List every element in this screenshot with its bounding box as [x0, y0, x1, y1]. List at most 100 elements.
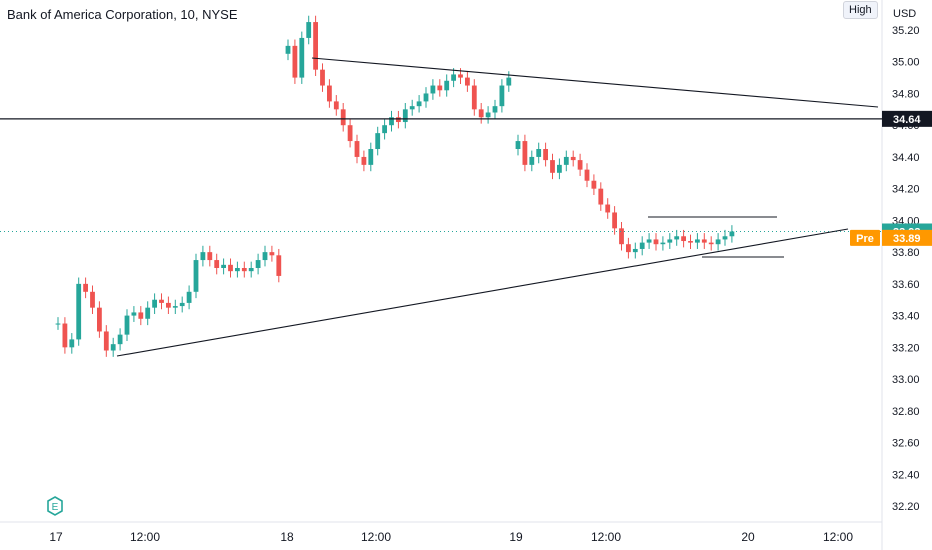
- candle-body: [577, 160, 583, 170]
- candle-body: [536, 149, 542, 157]
- candles-layer: [55, 15, 735, 357]
- x-tick-label: 12:00: [361, 530, 391, 544]
- x-axis: 17 12:00 18 12:00 19 12:00 20 12:00: [49, 530, 853, 544]
- candle-body: [200, 252, 206, 261]
- upper-trendline: [311, 57, 879, 108]
- candle-body: [103, 331, 109, 351]
- candle-body: [375, 133, 381, 149]
- y-tick-label: 32.60: [892, 438, 920, 450]
- x-tick-label: 12:00: [823, 530, 853, 544]
- candle-body: [639, 242, 645, 249]
- candle-body: [145, 307, 151, 319]
- earnings-e-icon[interactable]: E: [46, 496, 64, 516]
- candle-body: [347, 125, 353, 142]
- x-tick-label: 18: [280, 530, 294, 544]
- y-tick-label: 32.20: [892, 501, 920, 513]
- candle-body: [674, 236, 680, 240]
- candle-body: [69, 339, 75, 348]
- candle-body: [354, 141, 360, 157]
- candle-body: [131, 312, 137, 316]
- candle-body: [299, 37, 305, 78]
- currency-label: USD: [893, 8, 917, 20]
- candle-body: [598, 188, 604, 205]
- candle-body: [722, 236, 728, 240]
- price-badge: [882, 229, 932, 246]
- candle-body: [228, 264, 233, 272]
- candle-body: [563, 156, 569, 165]
- candle-body: [570, 156, 576, 161]
- candle-body: [681, 236, 686, 242]
- high-button[interactable]: High: [843, 1, 878, 19]
- candle-body: [320, 69, 325, 86]
- y-tick-label: 33.20: [892, 342, 920, 354]
- pre-market-badge: [850, 229, 880, 246]
- candle-body: [368, 149, 374, 165]
- candle-body: [626, 244, 631, 253]
- candle-body: [166, 302, 171, 308]
- candle-body: [701, 239, 707, 243]
- candle-body: [193, 260, 199, 292]
- candle-body: [416, 101, 422, 107]
- candle-body: [688, 241, 693, 243]
- candle-body: [619, 228, 624, 245]
- price-badge: [882, 110, 932, 127]
- candle-body: [667, 239, 673, 243]
- candle-body: [729, 231, 735, 237]
- y-tick-label: 34.20: [892, 184, 920, 196]
- candle-body: [660, 242, 666, 245]
- y-tick-label: 33.60: [892, 279, 920, 291]
- candle-body: [179, 302, 185, 307]
- candle-body: [715, 239, 721, 245]
- candle-body: [117, 334, 123, 345]
- candle-body: [612, 212, 617, 229]
- candle-body: [83, 283, 88, 292]
- candle-body: [632, 248, 638, 253]
- candle-body: [695, 239, 700, 243]
- candle-body: [221, 264, 226, 268]
- candle-body: [492, 106, 498, 113]
- candle-body: [451, 74, 456, 81]
- candle-body: [396, 117, 401, 123]
- y-tick-label: 35.00: [892, 57, 920, 69]
- candle-body: [437, 85, 443, 91]
- candle-body: [269, 252, 275, 256]
- candle-body: [557, 164, 562, 173]
- candle-body: [382, 125, 387, 134]
- candle-body: [430, 85, 436, 94]
- candle-body: [276, 255, 282, 276]
- candle-body: [499, 85, 505, 107]
- y-tick-label: 32.40: [892, 469, 920, 481]
- chart-title: Bank of America Corporation, 10, NYSE: [7, 7, 238, 22]
- candle-body: [97, 307, 102, 332]
- x-tick-label: 17: [49, 530, 63, 544]
- x-tick-label: 19: [509, 530, 523, 544]
- candle-body: [543, 149, 548, 161]
- candle-body: [522, 141, 528, 165]
- candle-body: [262, 252, 268, 261]
- candle-body: [340, 109, 346, 126]
- y-tick-label: 33.80: [892, 247, 920, 259]
- candle-body: [515, 141, 521, 149]
- candle-body: [124, 315, 130, 335]
- pre-market-label: Pre: [856, 233, 874, 245]
- candle-body: [444, 80, 450, 91]
- candle-body: [186, 291, 192, 303]
- y-tick-label: 34.80: [892, 88, 920, 100]
- y-tick-label: 34.40: [892, 152, 920, 164]
- candle-body: [306, 22, 312, 38]
- x-tick-label: 12:00: [591, 530, 621, 544]
- candle-body: [471, 85, 477, 110]
- candle-body: [605, 204, 611, 213]
- price-badge-value: 33.89: [893, 233, 921, 245]
- svg-text:E: E: [52, 502, 59, 513]
- candle-body: [235, 268, 240, 272]
- candle-body: [313, 22, 318, 70]
- candle-body: [550, 160, 555, 173]
- candle-body: [653, 239, 659, 245]
- candle-body: [90, 291, 95, 308]
- candle-body: [255, 260, 261, 268]
- candle-body: [207, 252, 213, 261]
- candle-body: [402, 109, 408, 123]
- candle-body: [409, 106, 415, 110]
